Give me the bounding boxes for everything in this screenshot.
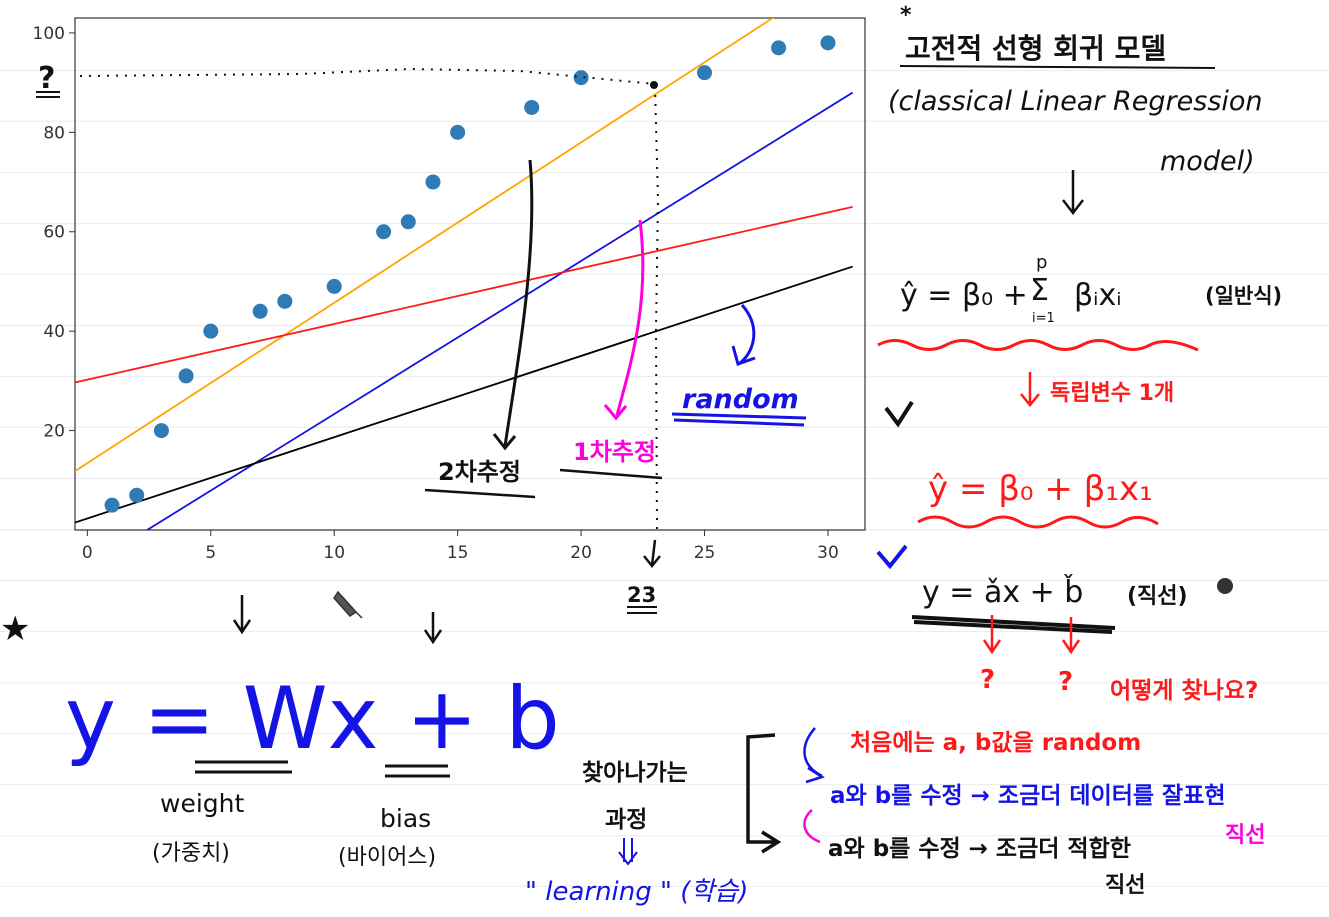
line-formula: y = ǎx + b̌	[922, 574, 1083, 610]
arrow-random	[731, 303, 756, 366]
x-tick-label-3: 15	[447, 543, 469, 563]
data-point-12	[524, 99, 540, 115]
data-point-3	[178, 368, 194, 384]
x-tick-label-0: 0	[82, 543, 93, 563]
how-to-find: 어떻게 찾나요?	[1110, 678, 1258, 704]
y-tick-label-4: 100	[33, 24, 65, 44]
data-point-0	[104, 497, 120, 513]
step-2-tail: 직선	[1225, 823, 1265, 848]
sum-top: p	[1036, 252, 1047, 273]
data-point-9	[400, 214, 416, 230]
weight-korean: (가중치)	[152, 841, 230, 866]
data-point-6	[277, 293, 293, 309]
sum-symbol: Σ	[1030, 273, 1049, 308]
learning-label: " learning " (학습)	[525, 877, 748, 907]
finding-process-1: 찾아나가는	[582, 760, 688, 786]
sum-bottom: i=1	[1032, 311, 1055, 326]
data-point-1	[129, 487, 145, 503]
check-1	[884, 400, 914, 428]
double-arrow-down	[618, 838, 638, 866]
data-point-11	[450, 124, 466, 140]
chart-layer	[75, 18, 854, 530]
step-3: a와 b를 수정 → 조금더 적합한	[828, 836, 1131, 862]
finding-process-2: 과정	[605, 807, 647, 833]
step-3-tail: 직선	[1105, 873, 1145, 898]
weight-label: weight	[160, 789, 244, 818]
question-a: ?	[980, 665, 995, 695]
right-title-line1: 고전적 선형 회귀 모델	[905, 32, 1166, 65]
red-wave-1	[877, 339, 1199, 352]
step-2: a와 b를 수정 → 조금더 데이터를 잘표현	[830, 783, 1226, 809]
step-1: 처음에는 a, b값을 random	[850, 730, 1141, 756]
bracket	[746, 733, 782, 854]
arrow-to-23	[643, 539, 661, 569]
tick-layer: 0 5 10 15 20 25 30 20 40 60 80 100	[33, 24, 839, 563]
arrow-quadratic	[492, 159, 534, 451]
x-tick-label-6: 30	[817, 543, 839, 563]
general-label: (일반식)	[1205, 284, 1282, 308]
dot-mark	[1217, 578, 1233, 594]
blue-curve-arrow	[803, 727, 825, 784]
data-point-13	[573, 70, 589, 86]
fit-line-1	[75, 18, 775, 473]
big-formula: y = Wx + b	[65, 669, 560, 769]
x-marker-23: 23	[627, 583, 656, 607]
pencil-icon	[333, 590, 363, 619]
y-tick-label-0: 20	[43, 422, 65, 442]
guide-point	[650, 81, 658, 89]
magenta-curve-arrow	[803, 809, 821, 844]
arrow-down-red	[1020, 372, 1040, 407]
data-point-15	[771, 40, 787, 56]
fit-line-2	[145, 91, 854, 530]
right-title-line3: model)	[1160, 146, 1255, 177]
top-mark: *	[900, 3, 912, 28]
general-formula-left: ŷ = β₀ +	[900, 278, 1028, 313]
question-b: ?	[1058, 667, 1073, 697]
general-formula-right: βᵢxᵢ	[1074, 278, 1122, 313]
question-mark: ?	[38, 61, 55, 96]
data-point-10	[425, 174, 441, 190]
arrow-linear	[603, 219, 645, 421]
label-linear-estimate: 1차추정	[573, 438, 656, 466]
y-tick-label-3: 80	[43, 123, 65, 143]
fit-line-3	[75, 206, 853, 384]
black-underline	[911, 615, 1116, 634]
star-mark: ★	[0, 609, 30, 649]
independent-variable-note: 독립변수 1개	[1050, 381, 1174, 406]
bias-korean: (바이어스)	[338, 845, 436, 870]
data-point-14	[697, 65, 713, 81]
x-tick-label-1: 5	[205, 543, 216, 563]
label-quadratic-estimate: 2차추정	[438, 458, 521, 486]
data-point-5	[252, 303, 268, 319]
guide-dotted-horizontal	[79, 67, 656, 85]
right-title-line2: (classical Linear Regression	[888, 86, 1263, 117]
line-label: (직선)	[1127, 584, 1188, 609]
x-tick-label-5: 25	[694, 543, 716, 563]
data-point-2	[153, 423, 169, 439]
simple-formula: ŷ = β₀ + β₁x₁	[928, 469, 1153, 509]
x-tick-label-4: 20	[570, 543, 592, 563]
data-point-4	[203, 323, 219, 339]
red-wave-2	[917, 515, 1159, 529]
arrow-down-1	[1062, 170, 1084, 216]
label-random: random	[682, 384, 799, 415]
data-point-7	[326, 278, 342, 294]
y-tick-label-2: 60	[43, 223, 65, 243]
data-point-8	[376, 224, 392, 240]
fit-line-4	[75, 265, 853, 524]
bias-label: bias	[380, 804, 431, 833]
y-tick-label-1: 40	[43, 322, 65, 342]
data-point-16	[820, 35, 836, 51]
plot-frame	[74, 17, 866, 531]
check-2	[876, 544, 908, 570]
x-tick-label-2: 10	[323, 543, 345, 563]
